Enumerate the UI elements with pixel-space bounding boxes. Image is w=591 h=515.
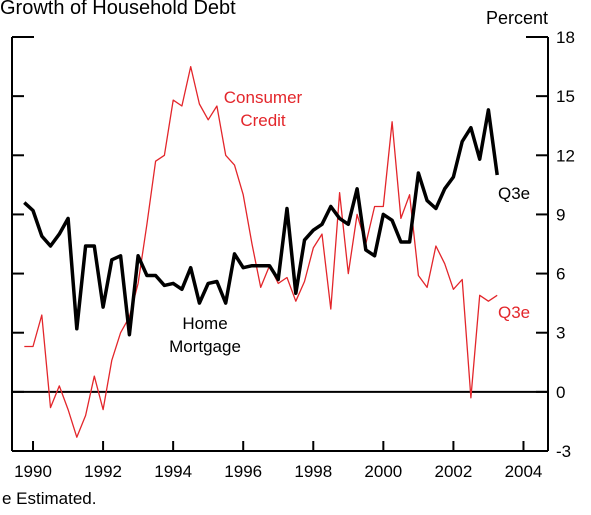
y-tick-label: 0	[556, 383, 565, 402]
x-tick-label: 1990	[14, 462, 52, 481]
y-tick-label: 9	[556, 205, 565, 224]
series-line	[23, 108, 499, 337]
annotation: Q3e	[498, 184, 530, 203]
y-tick-label: 18	[556, 28, 575, 47]
x-tick-label: 1998	[294, 462, 332, 481]
annotation: Consumer	[224, 88, 303, 107]
footnote: e Estimated.	[2, 489, 97, 508]
y-tick-label: -3	[556, 442, 571, 461]
annotation: Credit	[240, 111, 286, 130]
x-tick-label: 1992	[84, 462, 122, 481]
y-tick-label: 6	[556, 265, 565, 284]
x-tick-label: 2000	[364, 462, 402, 481]
annotation: Mortgage	[169, 337, 241, 356]
y-tick-label: 3	[556, 324, 565, 343]
x-tick-label: 1994	[154, 462, 192, 481]
series-line	[24, 65, 498, 438]
y-tick-label: 12	[556, 146, 575, 165]
annotation: Q3e	[498, 303, 530, 322]
x-tick-label: 2002	[434, 462, 472, 481]
chart-title: Growth of Household Debt	[0, 0, 236, 19]
y-tick-label: 15	[556, 87, 575, 106]
x-tick-label: 2004	[505, 462, 543, 481]
y-axis-label: Percent	[486, 8, 548, 28]
x-tick-label: 1996	[224, 462, 262, 481]
annotation: Home	[182, 314, 227, 333]
